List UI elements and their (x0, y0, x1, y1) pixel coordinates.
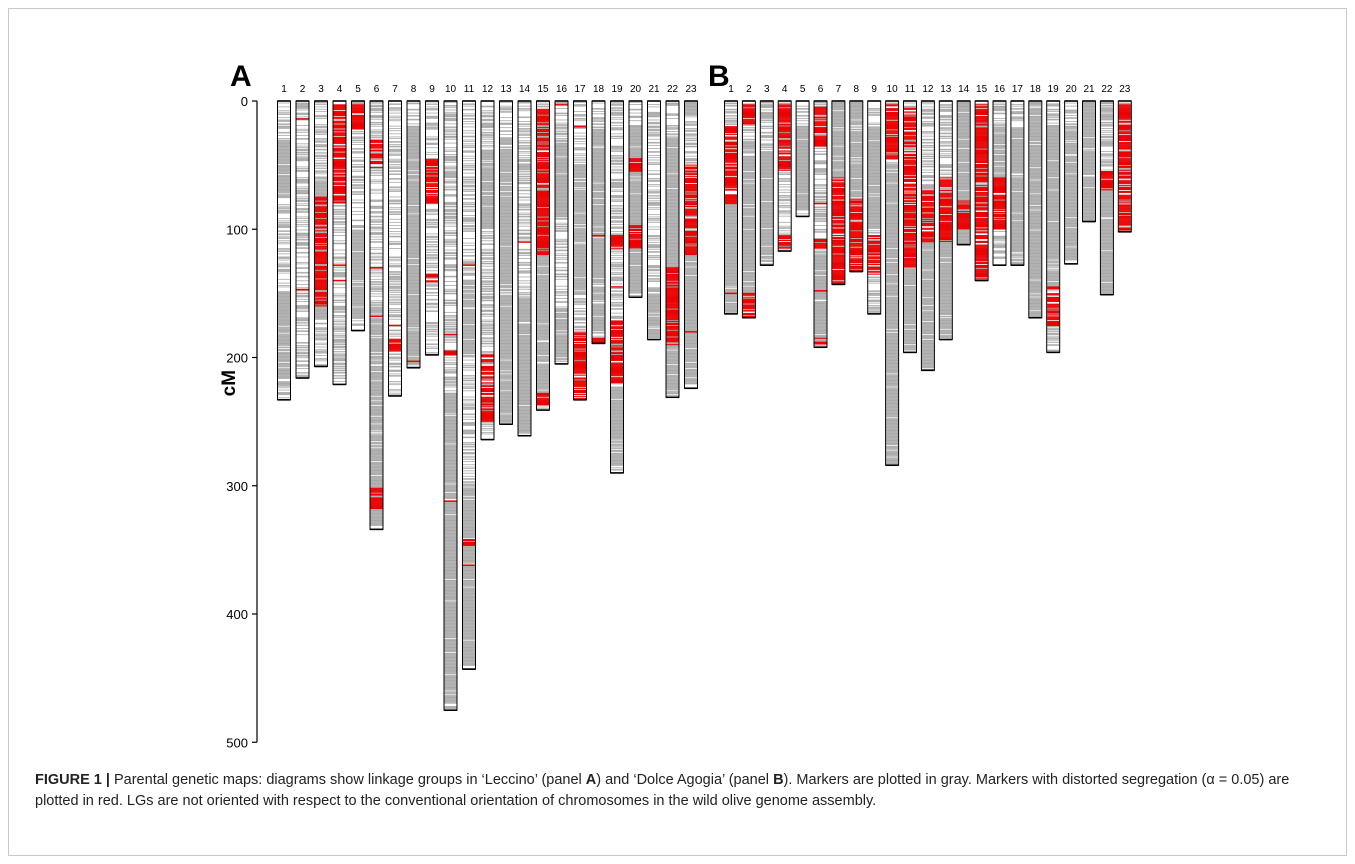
gray-markers (296, 102, 309, 378)
lg-number: 3 (318, 84, 324, 95)
distorted-markers (389, 324, 401, 352)
lg-number: 13 (500, 84, 512, 95)
y-tick-label-300: 300 (226, 479, 248, 494)
linkage-group-A-14: 14 (517, 84, 532, 437)
lg-number: 10 (445, 84, 457, 95)
linkage-group-A-15: 15 (536, 84, 550, 411)
linkage-group-A-2: 2 (295, 84, 310, 379)
y-axis-label: cM (219, 370, 240, 396)
linkage-group-A-3: 3 (314, 84, 328, 368)
distorted-markers (370, 139, 383, 510)
lg-number: 9 (429, 84, 435, 95)
gray-markers (352, 101, 364, 331)
gray-markers (407, 102, 420, 369)
lg-number: 16 (556, 84, 568, 95)
gray-markers (500, 101, 512, 423)
lg-number: 4 (337, 84, 343, 95)
lg-number: 5 (355, 84, 361, 95)
lg-number: 14 (519, 84, 531, 95)
y-tick-label-500: 500 (226, 735, 248, 750)
gray-markers (426, 102, 438, 355)
distorted-markers (296, 118, 309, 291)
y-tick-label-0: 0 (241, 94, 248, 109)
linkage-group-A-10: 10 (443, 84, 458, 711)
distorted-markers (463, 264, 475, 567)
gray-markers (333, 104, 346, 383)
linkage-group-A-6: 6 (369, 84, 384, 531)
gray-markers (555, 101, 568, 363)
linkage-group-A-13: 13 (499, 84, 513, 425)
y-tick-label-200: 200 (226, 351, 248, 366)
linkage-group-A-11: 11 (462, 84, 476, 670)
y-axis: 0 100 200 300 400 500 cM (219, 94, 258, 750)
lg-number: 11 (464, 84, 475, 95)
linkage-group-A-4: 4 (332, 84, 347, 386)
lg-number: 6 (374, 84, 380, 95)
y-tick-label-400: 400 (226, 607, 248, 622)
gray-markers (518, 101, 531, 434)
gray-markers (463, 103, 475, 670)
distorted-markers (352, 104, 364, 130)
distorted-markers (537, 108, 549, 406)
gray-markers (481, 105, 494, 435)
linkage-group-A-8: 8 (406, 84, 421, 369)
linkage-group-A-16: 16 (554, 84, 569, 365)
lg-number: 15 (537, 84, 549, 95)
y-tick-label-100: 100 (226, 222, 248, 237)
distorted-markers (444, 333, 457, 502)
panel-A: A 1 2 3 4 5 6 7 8 9 10 11 12 13 14 15 16 17 18 19 20 21 22 23 (230, 60, 698, 711)
linkage-group-A-9: 9 (425, 84, 439, 356)
linkage-group-A-1: 1 (277, 84, 291, 401)
linkage-group-A-12: 12 (480, 84, 495, 441)
distorted-markers (333, 104, 346, 282)
distorted-markers (426, 159, 438, 283)
gray-markers (389, 103, 401, 396)
distorted-markers (481, 354, 494, 422)
linkage-group-A-5: 5 (351, 84, 365, 332)
linkage-group-A-7: 7 (388, 84, 402, 397)
distorted-markers (315, 196, 327, 307)
lg-number: 7 (392, 84, 398, 95)
gray-markers (278, 102, 290, 400)
gray-markers (370, 101, 383, 526)
lg-number: 12 (482, 84, 494, 95)
lg-number: 1 (281, 84, 287, 95)
gray-markers (444, 101, 457, 710)
lg-number: 2 (300, 84, 306, 95)
lg-number: 8 (411, 84, 417, 95)
panel-label-A: A (230, 60, 252, 93)
